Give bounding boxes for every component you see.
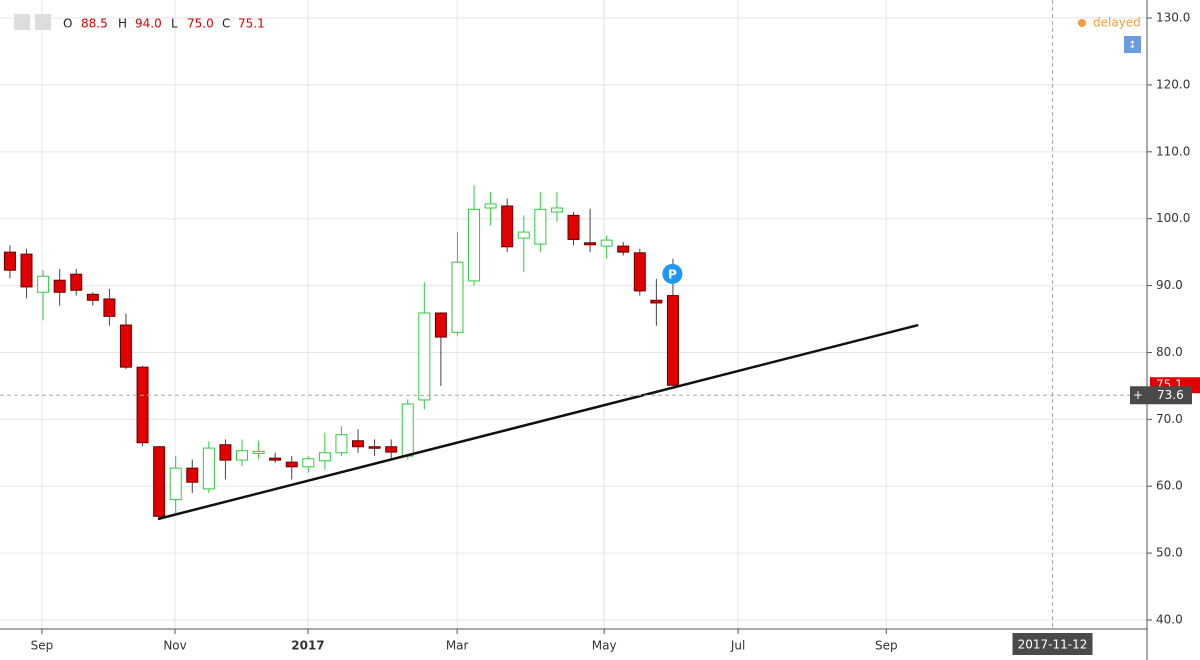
ohlc-value: 75.0 [187,17,214,31]
candle-body [451,261,464,333]
candle-body [401,403,414,457]
candle-body [584,242,597,246]
crosshair-x-label: 2017-11-12 [1018,638,1088,652]
candle-body [86,293,99,301]
grid [0,0,1147,628]
x-tick-label: 2017 [291,639,324,653]
candle-body [368,446,381,449]
candle-body [3,251,16,271]
candle-body [20,253,33,288]
candle-body [186,467,199,483]
y-tick-label: 70.0 [1156,412,1183,426]
candle-body [219,444,232,461]
candle-body [501,205,514,248]
candle-body [633,252,646,292]
x-tick-label: Sep [875,639,898,653]
axes: 40.0 50.0 60.0 70.0 80.0 90.0 100.0 110.0 120.0 1… [31,11,1200,655]
candle-body [434,312,447,338]
ohlc-key: H [118,17,127,31]
x-tick-label: May [592,639,617,653]
trendline [157,323,919,521]
event-marker-label: P [668,267,677,281]
y-tick-label: 90.0 [1156,278,1183,292]
candle-body [468,208,481,282]
candle-body [418,312,431,401]
candle-body [153,446,166,517]
status: delayed [1093,16,1141,30]
x-tick-label: Jul [730,639,745,653]
y-tick-label: 130.0 [1156,11,1190,25]
ohlc-value: 94.0 [135,17,162,31]
plot: P [0,0,1147,628]
candle-body [567,214,580,240]
y-tick-label: 120.0 [1156,77,1190,91]
candle-body [302,458,315,468]
x-tick-label: Mar [446,639,469,653]
x-tick-label: Sep [31,639,54,653]
candle-body [202,447,215,490]
status-dot [1078,19,1086,27]
candle-body [70,273,83,291]
crosshair-x-tag [1012,633,1093,655]
candle-body [53,279,66,293]
candle-body [550,207,563,213]
crosshair-y-tag [1130,386,1192,405]
candle-body [136,366,149,444]
candle-body [119,324,132,368]
candle-body [385,446,398,453]
scale-button[interactable] [1124,36,1141,53]
candle-body [235,450,248,461]
candle-body [103,298,116,317]
candle-body [285,461,298,468]
ohlc-key: C [222,17,230,31]
candle-body [37,275,50,293]
y-tick-label: 50.0 [1156,546,1183,560]
crosshair-y-label: 73.6 [1157,388,1184,402]
candle-body [318,452,331,462]
scale-icon: ↕ [1128,40,1136,51]
gear-icon[interactable] [35,14,51,30]
settings-icon[interactable] [14,14,30,30]
ohlc-value: 88.5 [81,17,108,31]
y-tick-label: 110.0 [1156,144,1190,158]
candle-body [169,467,182,501]
candle-body [335,434,348,454]
ohlc-value: 75.1 [238,17,265,31]
candle-body [269,457,282,461]
candle-body [534,208,547,245]
x-tick-label: Nov [163,639,186,653]
candle-body [617,245,630,253]
candle-body [600,239,613,247]
ohlc-key: L [171,17,178,31]
candle-body [352,440,365,448]
candle-body [252,450,265,454]
candle-body [484,203,497,209]
candle-body [517,231,530,239]
candle-body [666,295,679,386]
y-tick-label: 40.0 [1156,612,1183,626]
event-marker [662,263,683,284]
y-tick-label: 80.0 [1156,345,1183,359]
crosshair-plus: + [1133,388,1143,402]
ohlc-key: O [63,17,72,31]
candle-body [650,299,663,304]
y-tick-label: 100.0 [1156,211,1190,225]
y-tick-label: 60.0 [1156,479,1183,493]
